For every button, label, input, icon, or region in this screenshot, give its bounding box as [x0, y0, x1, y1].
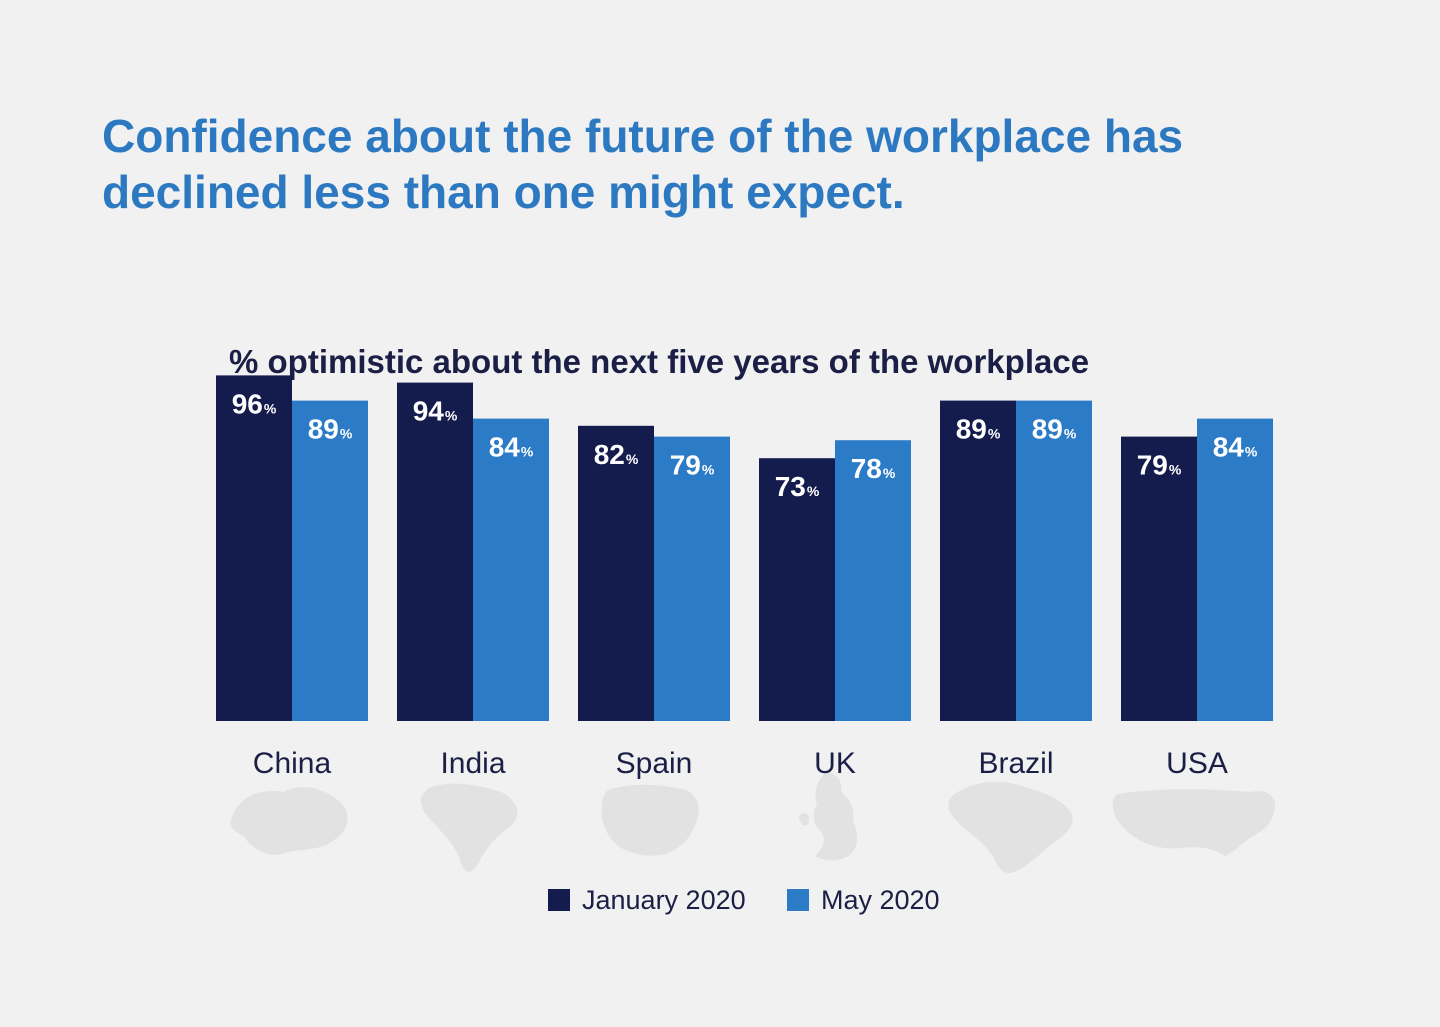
data-label-brazil-may: 89%	[1032, 414, 1077, 445]
data-label-spain-may: 79%	[670, 450, 715, 481]
category-label-brazil: Brazil	[978, 747, 1053, 780]
india-map-icon	[420, 783, 518, 872]
uk-map-icon	[799, 772, 858, 861]
data-label-uk-january: 73%	[775, 471, 820, 502]
bar-china-january	[216, 375, 292, 721]
bar-spain-january	[578, 425, 654, 721]
category-label-usa: USA	[1166, 747, 1228, 780]
legend-label-may: May 2020	[821, 884, 940, 915]
bar-usa-january	[1121, 436, 1197, 721]
bar-india-may	[473, 418, 549, 721]
bar-usa-may	[1197, 418, 1273, 721]
china-map-icon-shape	[230, 787, 348, 855]
legend-label-january: January 2020	[582, 884, 746, 915]
uk-map-icon-shape	[799, 772, 858, 861]
chart-title: % optimistic about the next five years o…	[229, 343, 1090, 380]
legend-swatch-january	[548, 889, 570, 911]
data-label-china-january: 96%	[232, 388, 277, 419]
bar-brazil-january	[940, 400, 1016, 721]
category-label-spain: Spain	[616, 747, 693, 780]
bar-china-may	[292, 400, 368, 721]
chart-legend: January 2020 May 2020	[0, 880, 1440, 920]
brazil-map-icon-shape	[948, 781, 1073, 874]
bar-india-january	[397, 382, 473, 721]
usa-map-icon	[1112, 789, 1276, 856]
page-title: Confidence about the future of the workp…	[102, 108, 1342, 220]
legend-swatch-may	[787, 889, 809, 911]
spain-map-icon-shape	[601, 784, 699, 856]
data-label-brazil-january: 89%	[956, 414, 1001, 445]
brazil-map-icon	[948, 781, 1073, 874]
data-label-uk-may: 78%	[851, 453, 896, 484]
page-title-line-1: Confidence about the future of the workp…	[102, 110, 1184, 162]
usa-map-icon-shape	[1112, 789, 1276, 856]
bar-brazil-may	[1016, 400, 1092, 721]
page-title-line-2: declined less than one might expect.	[102, 166, 905, 218]
data-label-usa-may: 84%	[1213, 432, 1258, 463]
bar-spain-may	[654, 436, 730, 721]
category-label-china: China	[253, 747, 332, 780]
china-map-icon	[230, 787, 348, 855]
legend-item-may: May 2020	[787, 880, 940, 920]
data-label-china-may: 89%	[308, 414, 353, 445]
category-label-india: India	[440, 747, 505, 780]
data-label-spain-january: 82%	[594, 439, 639, 470]
data-label-usa-january: 79%	[1137, 450, 1182, 481]
legend-item-january: January 2020	[548, 880, 746, 920]
data-label-india-may: 84%	[489, 432, 534, 463]
spain-map-icon	[601, 784, 699, 856]
category-label-uk: UK	[814, 747, 856, 780]
bar-uk-may	[835, 440, 911, 721]
data-label-india-january: 94%	[413, 396, 458, 427]
bar-uk-january	[759, 458, 835, 721]
india-map-icon-shape	[420, 783, 518, 872]
